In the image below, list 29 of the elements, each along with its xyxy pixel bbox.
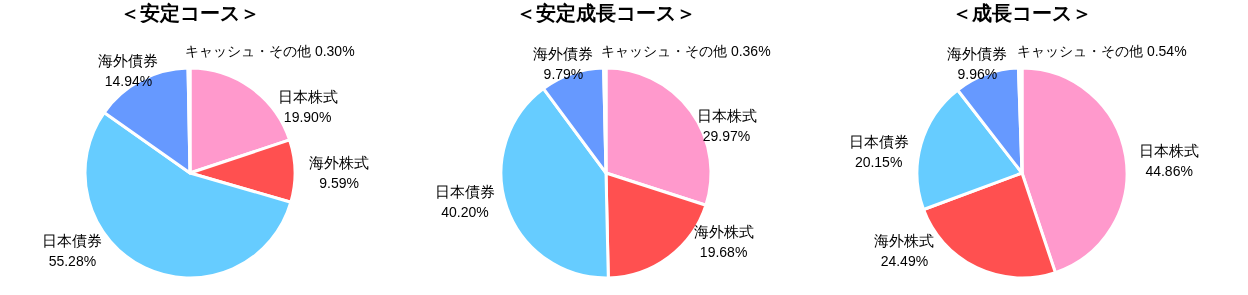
data-label: 19.68% [699,244,748,261]
chart-title: ＜安定コース＞ [120,2,260,24]
slice-label: キャッシュ・その他 0.54% [1017,43,1187,59]
data-label: 24.49% [880,252,929,269]
slice-label: 海外債券 [947,45,1008,63]
data-label: 44.86% [1145,163,1193,180]
data-label: 20.15% [854,153,903,170]
slice-label: 海外株式 [309,154,370,172]
slice-label: 日本株式 [277,87,338,105]
slice-label: 海外債券 [98,52,159,70]
data-label: 29.97% [702,127,751,144]
chart-title: ＜安定成長コース＞ [516,2,696,24]
chart-title: ＜成長コース＞ [952,2,1092,24]
slice-label: 海外債券 [533,44,594,62]
slice-label: キャッシュ・その他 0.36% [601,43,771,59]
slice-label: キャッシュ・その他 0.30% [185,43,355,59]
data-label: 40.20% [441,204,489,221]
data-label: 9.96% [957,66,998,83]
data-label: 55.28% [48,252,97,269]
slice-label: 日本株式 [1139,142,1200,160]
slice-label: 海外株式 [874,231,935,249]
data-label: 9.59% [319,175,359,192]
slice-label: 日本債券 [434,183,495,201]
data-label: 9.79% [543,65,584,82]
slice-label: 日本株式 [696,106,757,124]
slice-label: 日本債券 [848,132,909,150]
data-label: 19.90% [283,108,332,125]
slice-label: 日本債券 [42,231,103,249]
slice-label: 海外株式 [693,223,754,241]
